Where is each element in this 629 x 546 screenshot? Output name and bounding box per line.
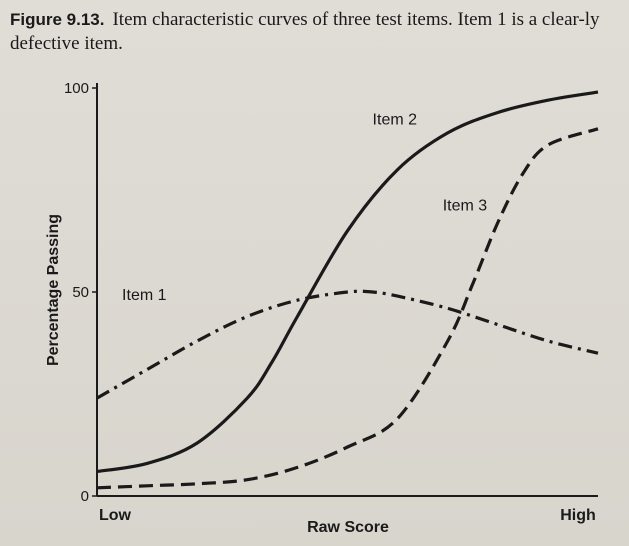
figure-number: Figure 9.13.: [10, 10, 105, 29]
y-tick-label: 0: [81, 488, 89, 505]
item-1-curve: [96, 289, 599, 400]
y-tick-label: 100: [64, 80, 89, 97]
x-tick-label: High: [560, 507, 596, 524]
item-3-label: Item 3: [443, 197, 488, 214]
item-2-label: Item 2: [373, 112, 418, 129]
item-1-label: Item 1: [122, 287, 167, 304]
item-3-curve: [96, 127, 599, 490]
caption-text: Item characteristic curves of three test…: [10, 9, 600, 54]
item-2-curve: [96, 90, 599, 474]
figure-caption: Figure 9.13. Item characteristic curves o…: [10, 8, 620, 56]
y-axis-label: Percentage Passing: [45, 214, 62, 366]
y-tick-label: 50: [72, 284, 89, 301]
x-tick-label: Low: [99, 507, 132, 524]
x-axis-label: Raw Score: [307, 519, 389, 536]
